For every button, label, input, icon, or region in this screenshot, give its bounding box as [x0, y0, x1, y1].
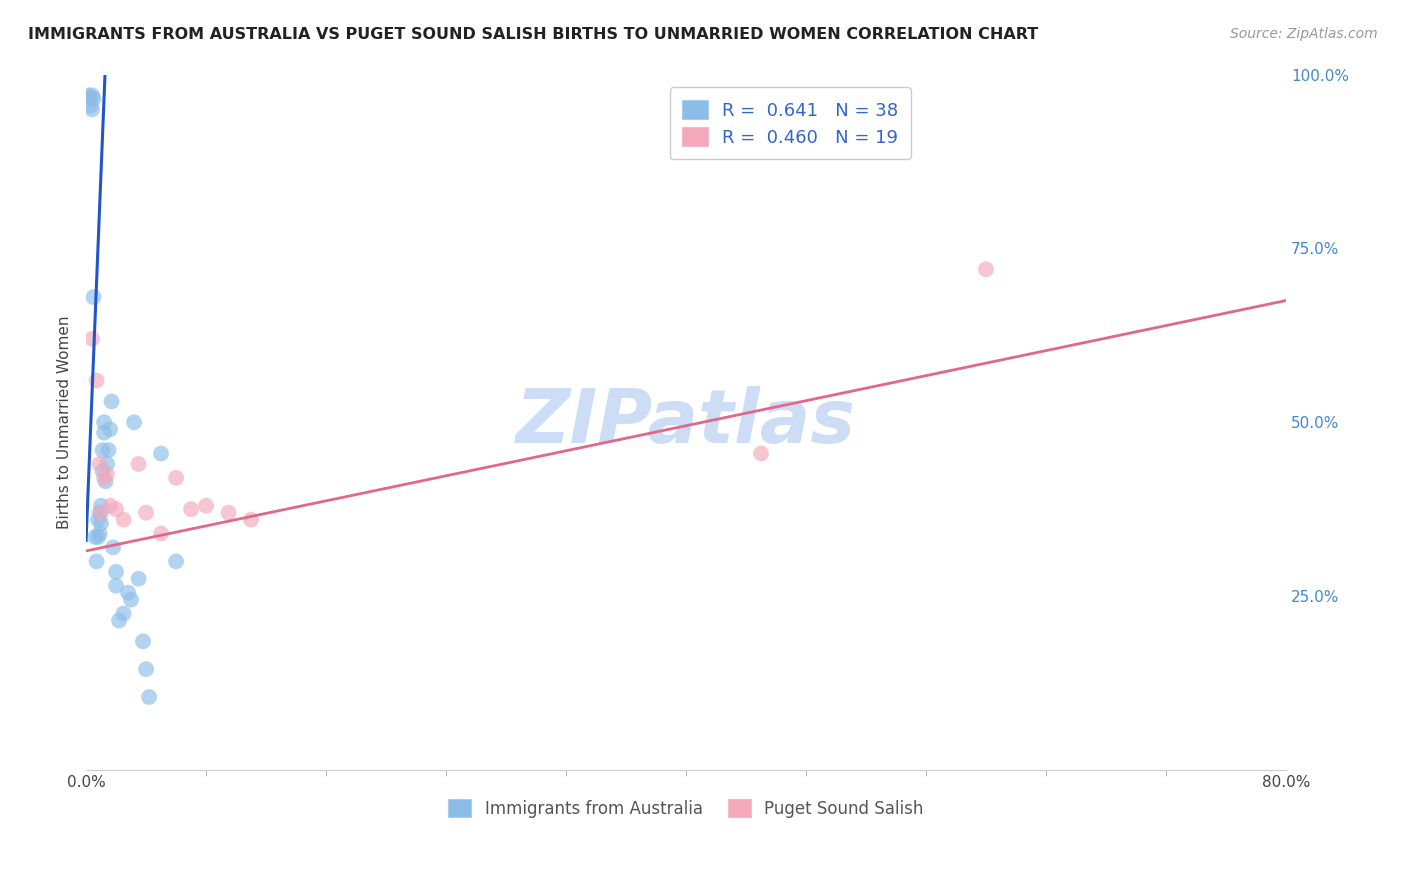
Point	[86, 554, 108, 568]
Point	[83, 92, 105, 106]
Y-axis label: Births to Unmarried Women: Births to Unmarried Women	[58, 316, 72, 529]
Point	[101, 541, 124, 555]
Point	[77, 88, 100, 103]
Point	[79, 99, 101, 113]
Point	[91, 443, 114, 458]
Point	[150, 446, 173, 460]
Point	[120, 592, 142, 607]
Point	[150, 526, 173, 541]
Point	[79, 92, 101, 106]
Point	[135, 662, 157, 676]
Point	[112, 513, 135, 527]
Point	[165, 554, 187, 568]
Point	[87, 530, 110, 544]
Text: Source: ZipAtlas.com: Source: ZipAtlas.com	[1230, 27, 1378, 41]
Point	[974, 262, 997, 277]
Point	[93, 471, 115, 485]
Point	[89, 506, 111, 520]
Point	[90, 499, 112, 513]
Point	[87, 513, 110, 527]
Text: ZIPatlas: ZIPatlas	[516, 385, 856, 458]
Point	[195, 499, 218, 513]
Point	[86, 374, 108, 388]
Point	[128, 572, 150, 586]
Point	[93, 425, 115, 440]
Point	[165, 471, 187, 485]
Point	[89, 526, 111, 541]
Point	[128, 457, 150, 471]
Point	[89, 457, 111, 471]
Point	[90, 516, 112, 530]
Point	[84, 530, 107, 544]
Point	[180, 502, 202, 516]
Point	[122, 415, 145, 429]
Point	[105, 502, 128, 516]
Point	[91, 464, 114, 478]
Point	[108, 614, 131, 628]
Point	[240, 513, 263, 527]
Point	[112, 607, 135, 621]
Point	[93, 415, 115, 429]
Point	[98, 422, 121, 436]
Point	[80, 103, 103, 117]
Point	[117, 585, 139, 599]
Point	[80, 88, 103, 103]
Point	[98, 499, 121, 513]
Legend: Immigrants from Australia, Puget Sound Salish: Immigrants from Australia, Puget Sound S…	[441, 792, 931, 824]
Point	[105, 565, 128, 579]
Point	[90, 506, 112, 520]
Text: IMMIGRANTS FROM AUSTRALIA VS PUGET SOUND SALISH BIRTHS TO UNMARRIED WOMEN CORREL: IMMIGRANTS FROM AUSTRALIA VS PUGET SOUND…	[28, 27, 1039, 42]
Point	[132, 634, 155, 648]
Point	[94, 475, 117, 489]
Point	[135, 506, 157, 520]
Point	[749, 446, 772, 460]
Point	[96, 467, 118, 482]
Point	[96, 457, 118, 471]
Point	[138, 690, 160, 704]
Point	[218, 506, 240, 520]
Point	[105, 579, 128, 593]
Point	[80, 332, 103, 346]
Point	[97, 443, 120, 458]
Point	[83, 290, 105, 304]
Point	[100, 394, 122, 409]
